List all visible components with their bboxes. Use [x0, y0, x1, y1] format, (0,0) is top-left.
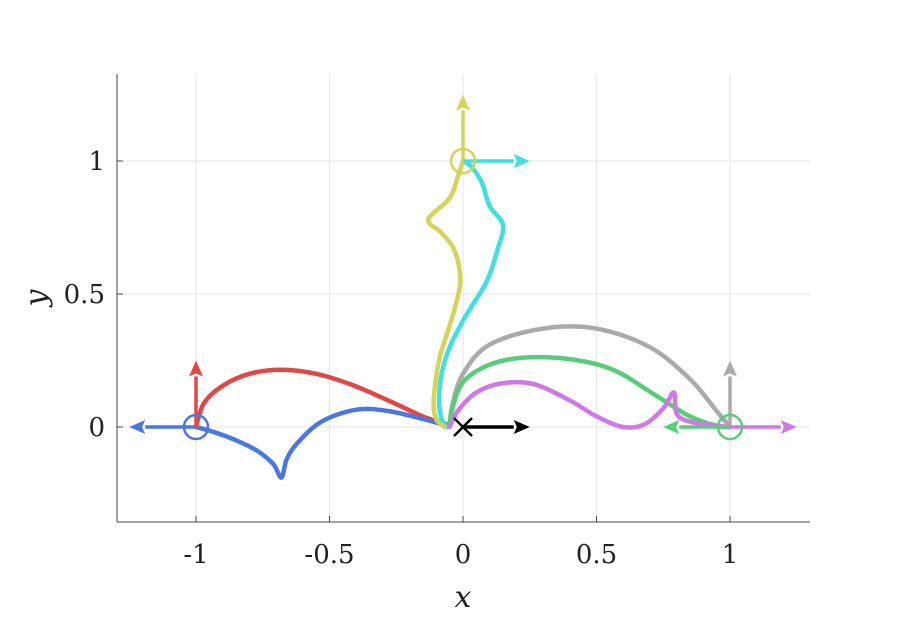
arrow-layer: [129, 94, 797, 434]
direction-arrow: [463, 154, 530, 168]
direction-arrow: [723, 360, 737, 427]
y-tick-label: 0: [88, 413, 105, 443]
y-tick-label: 0.5: [64, 280, 105, 310]
trajectory-series-4: [426, 158, 466, 430]
direction-arrow: [463, 420, 530, 434]
x-tick-label: 0: [455, 540, 472, 570]
direction-arrow: [129, 420, 196, 434]
start-circle-marker: [449, 147, 477, 175]
x-tick-label: -0.5: [304, 540, 354, 570]
y-tick-label: 1: [88, 147, 105, 177]
series-layer: [193, 158, 733, 480]
direction-arrow: [456, 94, 470, 161]
marker-layer: [182, 147, 744, 441]
x-tick-label: -1: [183, 540, 208, 570]
goal-cross-marker: [453, 417, 473, 437]
trajectory-series-2: [193, 406, 450, 480]
trajectory-series-3: [436, 158, 506, 430]
trajectory-series-7: [447, 379, 733, 430]
direction-arrow: [730, 420, 797, 434]
x-tick-label: 0.5: [576, 540, 617, 570]
y-axis-label: y: [19, 288, 54, 308]
direction-arrow: [189, 360, 203, 427]
start-circle-marker: [716, 413, 744, 441]
axes: -1 -0.5 0 0.5 1 0 0.5 1: [64, 74, 810, 570]
start-circle-marker: [182, 413, 210, 441]
trajectory-series-1: [193, 367, 450, 430]
x-axis-label: x: [455, 580, 472, 615]
direction-arrow: [663, 420, 730, 434]
x-tick-label: 1: [722, 540, 739, 570]
trajectory-series-6: [447, 354, 733, 430]
